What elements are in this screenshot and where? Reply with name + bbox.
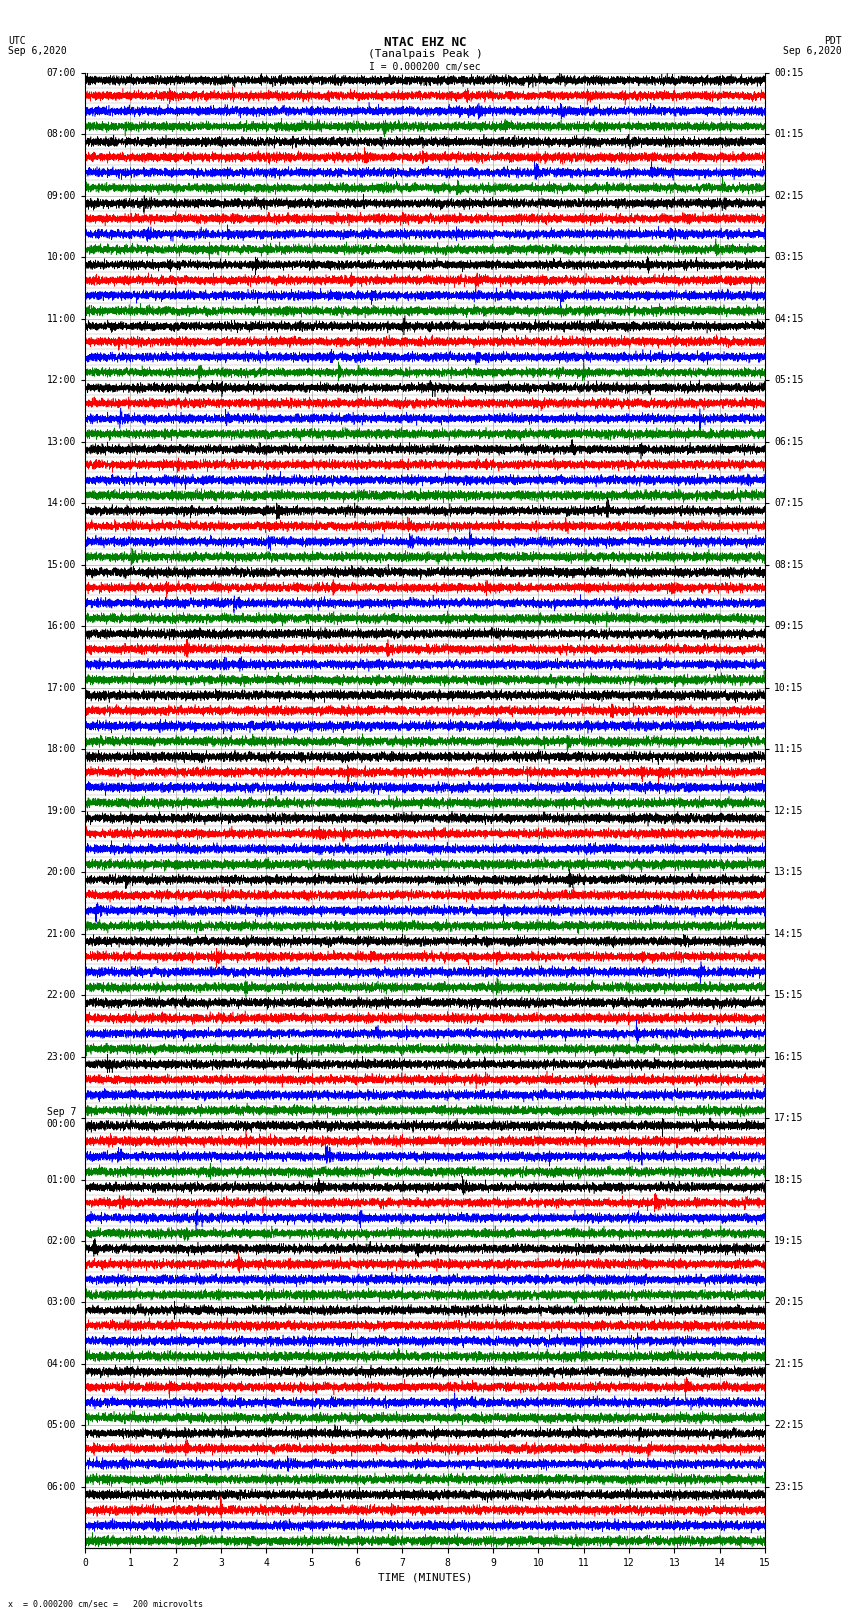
Text: NTAC EHZ NC: NTAC EHZ NC [383, 37, 467, 50]
Text: UTC: UTC [8, 37, 26, 47]
Text: Sep 6,2020: Sep 6,2020 [783, 45, 842, 56]
Text: (Tanalpais Peak ): (Tanalpais Peak ) [367, 50, 483, 60]
Text: Sep 6,2020: Sep 6,2020 [8, 45, 67, 56]
X-axis label: TIME (MINUTES): TIME (MINUTES) [377, 1573, 473, 1582]
Text: PDT: PDT [824, 37, 842, 47]
Text: x  = 0.000200 cm/sec =   200 microvolts: x = 0.000200 cm/sec = 200 microvolts [8, 1598, 203, 1608]
Text: I = 0.000200 cm/sec: I = 0.000200 cm/sec [369, 63, 481, 73]
